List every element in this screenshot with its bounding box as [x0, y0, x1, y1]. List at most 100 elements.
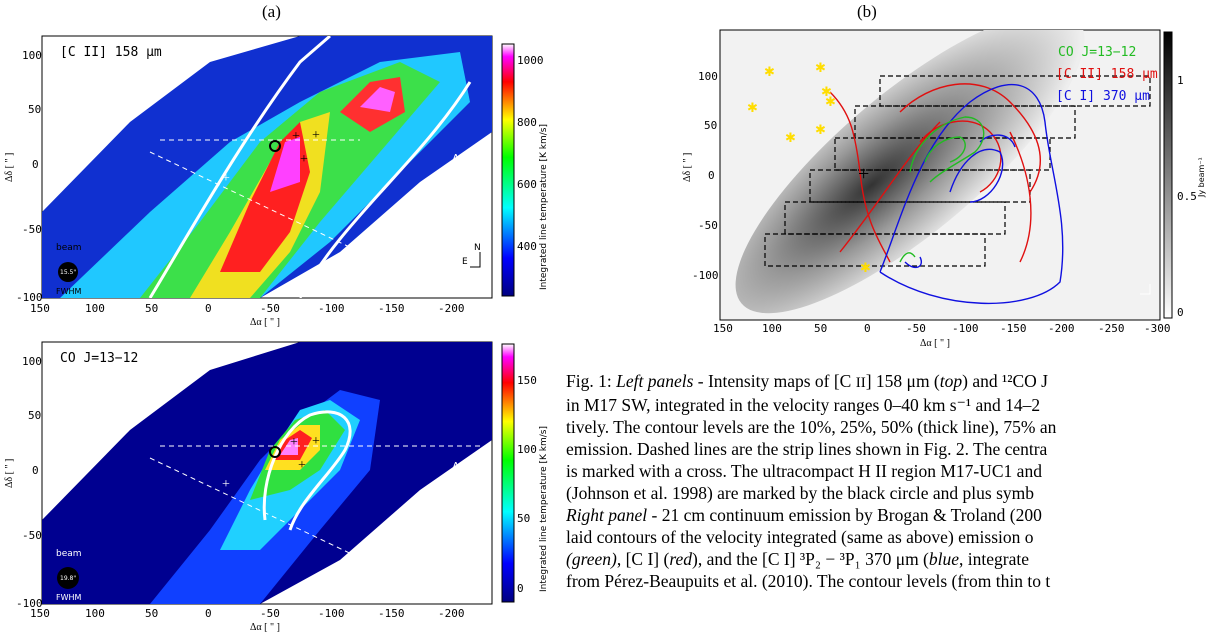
beam-size: 15.5" — [60, 269, 76, 276]
strip-a: A — [452, 152, 460, 165]
svg-text:+: + — [292, 129, 300, 144]
svg-text:✱: ✱ — [825, 94, 836, 109]
ytick: 100 — [22, 355, 42, 368]
strip-a: A — [452, 460, 460, 473]
xtick: 150 — [30, 607, 50, 620]
right-panel: + ✱ ✱ ✱ ✱ ✱ ✱ ✱ ✱ CO J=13−12 [C II] 158 μm [C… — [680, 22, 1214, 352]
cbar-tick: 600 — [517, 178, 537, 191]
caption-line: laid contours of the velocity integrated… — [566, 527, 1034, 547]
svg-text:+: + — [222, 477, 230, 492]
xtick: -200 — [438, 607, 465, 620]
xtick: -100 — [318, 302, 345, 315]
cbar-tick: 50 — [517, 512, 530, 525]
ytick: 0 — [32, 464, 39, 477]
beam-size: 19.8" — [60, 575, 76, 582]
left-bottom-panel: + + + + 100 50 0 -50 -100 150 100 50 0 -… — [0, 330, 560, 633]
svg-text:+: + — [312, 434, 320, 449]
left-top-panel: + + + + 100 50 0 -50 -100 150 100 50 0 -… — [0, 22, 560, 330]
svg-text:+: + — [298, 458, 306, 473]
xtick: 100 — [85, 302, 105, 315]
xtick: -50 — [906, 322, 926, 335]
caption-fig: Fig. 1: — [566, 371, 612, 391]
xtick: -50 — [260, 302, 280, 315]
fwhm-label: FWHM — [56, 287, 82, 296]
ytick: 0 — [32, 158, 39, 171]
north-label: N — [474, 549, 481, 559]
svg-text:✱: ✱ — [815, 122, 826, 137]
ylabel: Δδ [ " ] — [4, 153, 15, 182]
cbar-tick: 0.5 — [1177, 190, 1197, 203]
svg-text:✱: ✱ — [821, 84, 832, 99]
continuum-map: + ✱ ✱✱ ✱✱✱ ✱✱ CO J=13−12 [C II] 158 μm [C… — [682, 29, 1206, 349]
xlabel: Δα [ " ] — [920, 338, 950, 349]
caption-line: emission. Dashed lines are the strip lin… — [566, 439, 1048, 459]
ylabel: Δδ [ " ] — [4, 459, 15, 488]
cii-intensity-map: + + + + 100 50 0 -50 -100 150 100 50 0 -… — [4, 35, 549, 328]
caption-line: (Johnson et al. 1998) are marked by the … — [566, 483, 1034, 503]
cbar-tick: 150 — [517, 374, 537, 387]
cbar-label: Jy beam⁻¹ — [1197, 157, 1206, 198]
caption-line: from Pérez-Beaupuits et al. (2010). The … — [566, 571, 1051, 591]
strip-b: B — [360, 242, 368, 255]
ytick: -100 — [16, 291, 43, 304]
cbar-tick: 100 — [517, 443, 537, 456]
colorbar — [501, 43, 515, 297]
svg-text:+: + — [290, 435, 298, 450]
xtick: -200 — [1048, 322, 1075, 335]
legend-co: CO J=13−12 — [1058, 45, 1136, 60]
figure-caption: Fig. 1: Left panels - Intensity maps of … — [566, 370, 1206, 592]
xtick: 150 — [30, 302, 50, 315]
ytick: 0 — [708, 169, 715, 182]
cbar-label: Integrated line temperature [K km/s] — [539, 426, 549, 592]
xtick: 50 — [145, 302, 158, 315]
fwhm-label: FWHM — [56, 593, 82, 602]
caption-line: in M17 SW, integrated in the velocity ra… — [566, 395, 1041, 415]
svg-text:+: + — [300, 152, 308, 167]
svg-text:✱: ✱ — [747, 100, 758, 115]
xtick: 0 — [205, 607, 212, 620]
xtick: -150 — [378, 607, 405, 620]
east-label: E — [462, 257, 468, 267]
xtick: 0 — [864, 322, 871, 335]
xtick: -100 — [318, 607, 345, 620]
cbar-tick: 400 — [517, 240, 537, 253]
xtick: -200 — [438, 302, 465, 315]
caption-line: tively. The contour levels are the 10%, … — [566, 417, 1057, 437]
svg-text:✱: ✱ — [785, 130, 796, 145]
legend: CO J=13−12 [C II] 158 μm [C I] 370 μm — [1056, 45, 1158, 104]
ytick: 50 — [28, 103, 41, 116]
north-label: N — [474, 243, 481, 253]
east-label: E — [462, 563, 468, 573]
beam-circle — [57, 567, 79, 589]
xtick: -250 — [1098, 322, 1125, 335]
cbar-tick: 800 — [517, 116, 537, 129]
ytick: -100 — [16, 597, 43, 610]
xtick: 100 — [85, 607, 105, 620]
svg-text:+: + — [312, 128, 320, 143]
xlabel: Δα [ " ] — [250, 622, 280, 633]
xtick: 50 — [814, 322, 827, 335]
cbar-tick: 0 — [1177, 306, 1184, 319]
co-intensity-map: + + + + 100 50 0 -50 -100 150 100 50 0 -… — [4, 341, 549, 633]
legend-ci: [C I] 370 μm — [1056, 89, 1150, 104]
xtick: 50 — [145, 607, 158, 620]
ytick: -50 — [698, 219, 718, 232]
species-label: CO J=13−12 — [60, 351, 138, 366]
ytick: 50 — [704, 119, 717, 132]
beam-label: beam — [56, 549, 82, 559]
species-label: [C II] 158 μm — [60, 45, 162, 60]
beam-label: beam — [56, 243, 82, 253]
xtick: 150 — [713, 322, 733, 335]
ytick: -100 — [692, 269, 719, 282]
ylabel: Δδ [ " ] — [682, 153, 693, 182]
legend-cii: [C II] 158 μm — [1056, 67, 1158, 82]
xtick: -50 — [260, 607, 280, 620]
xtick: 100 — [762, 322, 782, 335]
svg-text:+: + — [858, 163, 869, 185]
left-top-yticks: 100 50 0 -50 -100 — [16, 49, 43, 304]
cbar-label: Integrated line temperature [K km/s] — [539, 124, 549, 290]
svg-text:✱: ✱ — [860, 260, 871, 275]
xtick: -100 — [952, 322, 979, 335]
caption-em: Left panels — [616, 371, 694, 391]
xlabel: Δα [ " ] — [250, 317, 280, 328]
